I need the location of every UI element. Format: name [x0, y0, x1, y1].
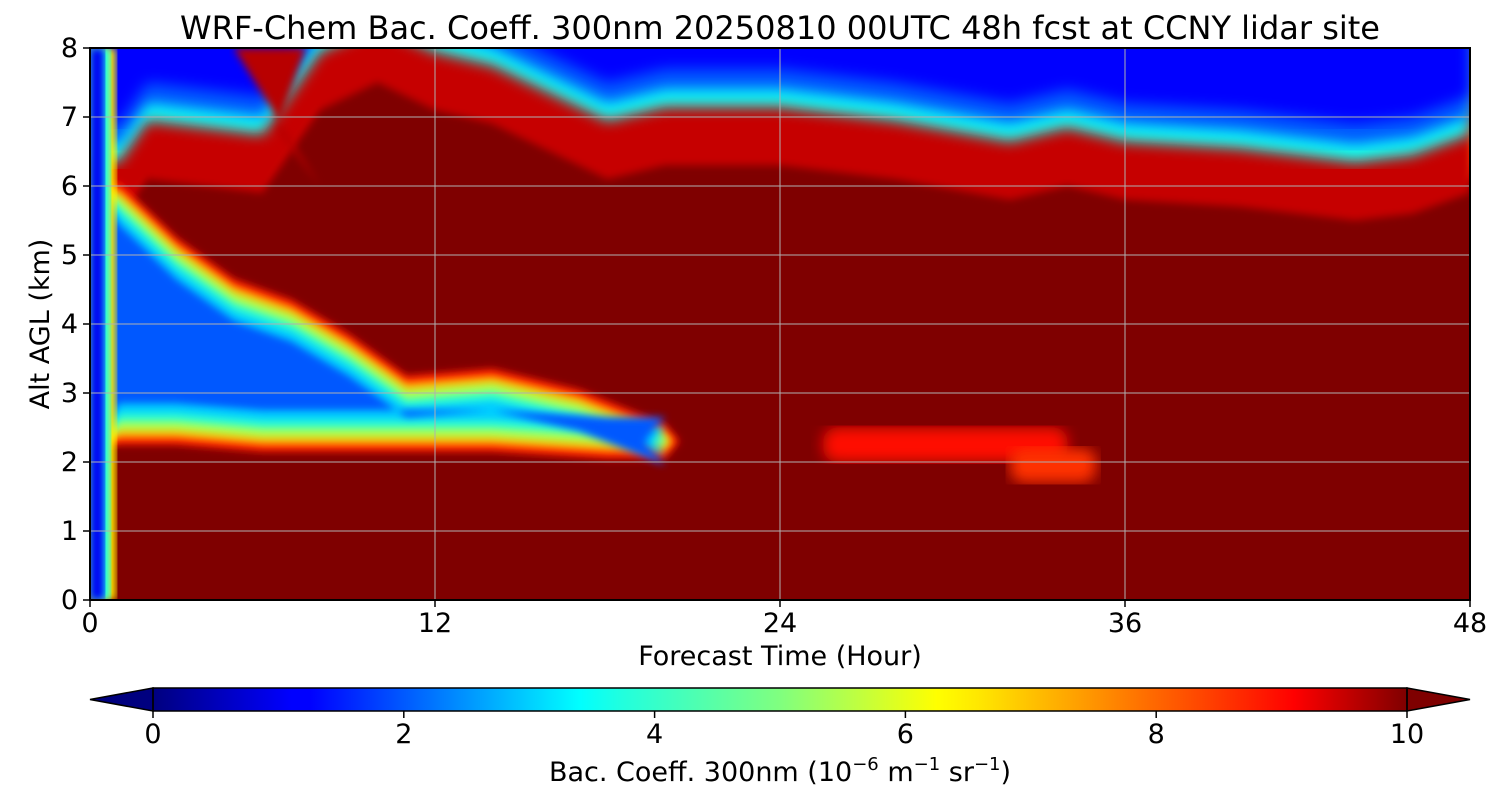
mid-level-patch-1 [1010, 448, 1097, 483]
colorbar-tick-label-3: 6 [897, 719, 914, 750]
colorbar-label: Bac. Coeff. 300nm (10−6 m−1 sr−1) [549, 754, 1011, 788]
x-tick-label-3: 36 [1108, 608, 1142, 639]
y-tick-label-5: 5 [61, 240, 78, 271]
colorbar-gradient [153, 688, 1407, 711]
y-tick-label-6: 6 [61, 171, 78, 202]
y-axis: 0 1 2 3 4 5 6 7 8 [61, 33, 90, 616]
colorbar: 0 2 4 6 8 10 Bac. Coeff. 300nm (10−6 m−1 sr−1… [89, 687, 1471, 788]
colorbar-tick-label-1: 2 [395, 719, 412, 750]
colorbar-label-mid: m [879, 757, 914, 788]
colorbar-tick-label-0: 0 [144, 719, 161, 750]
y-tick-label-8: 8 [61, 33, 78, 64]
colorbar-tick-label-4: 8 [1148, 719, 1165, 750]
x-tick-label-0: 0 [81, 608, 98, 639]
plot-area [90, 48, 1470, 600]
grid-lines [90, 48, 1470, 600]
low-layer-band-5 [95, 186, 666, 466]
colorbar-extend-min [89, 687, 154, 712]
colorbar-label-exp-3: −1 [974, 754, 1001, 775]
y-tick-label-1: 1 [61, 516, 78, 547]
x-axis: 0 12 24 36 48 [81, 600, 1487, 639]
colorbar-label-end: ) [1000, 757, 1011, 788]
colorbar-extend-max [1406, 687, 1471, 712]
colorbar-label-exp-1: −6 [852, 754, 879, 775]
y-tick-label-4: 4 [61, 309, 78, 340]
x-tick-label-2: 24 [763, 608, 797, 639]
colorbar-ticks: 0 2 4 6 8 10 [144, 711, 1424, 750]
y-tick-label-3: 3 [61, 378, 78, 409]
y-tick-label-7: 7 [61, 102, 78, 133]
x-axis-label: Forecast Time (Hour) [638, 641, 922, 672]
y-tick-label-0: 0 [61, 585, 78, 616]
x-tick-label-1: 12 [418, 608, 452, 639]
mid-level-patch-0 [823, 427, 1068, 462]
y-tick-label-2: 2 [61, 447, 78, 478]
colorbar-tick-label-5: 10 [1390, 719, 1424, 750]
y-axis-label: Alt AGL (km) [25, 239, 56, 410]
colorbar-label-mid-2: sr [940, 757, 975, 788]
colorbar-tick-label-2: 4 [646, 719, 663, 750]
colorbar-label-main: Bac. Coeff. 300nm (10 [549, 757, 852, 788]
colorbar-frame [152, 687, 1408, 712]
x-tick-label-4: 48 [1453, 608, 1487, 639]
chart-title: WRF-Chem Bac. Coeff. 300nm 20250810 00UT… [180, 9, 1380, 47]
colorbar-label-exp-2: −1 [914, 754, 941, 775]
